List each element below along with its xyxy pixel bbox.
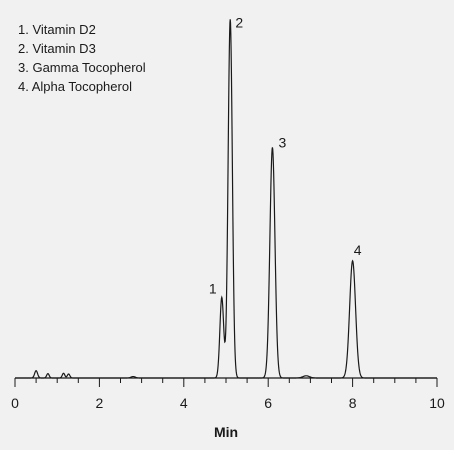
legend-entry: 1. Vitamin D2 (18, 22, 96, 37)
x-ticks: 0 2 4 6 8 10 (11, 378, 445, 411)
x-axis-title: Min (214, 424, 238, 440)
legend-entry: 4. Alpha Tocopherol (18, 79, 132, 94)
x-tick-label: 4 (180, 395, 188, 411)
x-tick-label: 8 (349, 395, 357, 411)
x-tick-label: 0 (11, 395, 19, 411)
peak-label-3: 3 (279, 134, 287, 150)
x-axis: 0 2 4 6 8 10 Min (11, 377, 445, 440)
legend-entry: 3. Gamma Tocopherol (18, 60, 146, 75)
x-tick-label: 6 (264, 395, 272, 411)
peak-label-1: 1 (209, 280, 217, 296)
peak-label-2: 2 (235, 14, 243, 30)
x-tick-label: 2 (96, 395, 104, 411)
legend: 1. Vitamin D2 2. Vitamin D3 3. Gamma Tocop… (18, 22, 146, 94)
peak-labels: 1 2 3 4 (209, 14, 362, 296)
x-tick-label: 10 (429, 395, 445, 411)
legend-entry: 2. Vitamin D3 (18, 41, 96, 56)
peak-label-4: 4 (354, 242, 362, 258)
